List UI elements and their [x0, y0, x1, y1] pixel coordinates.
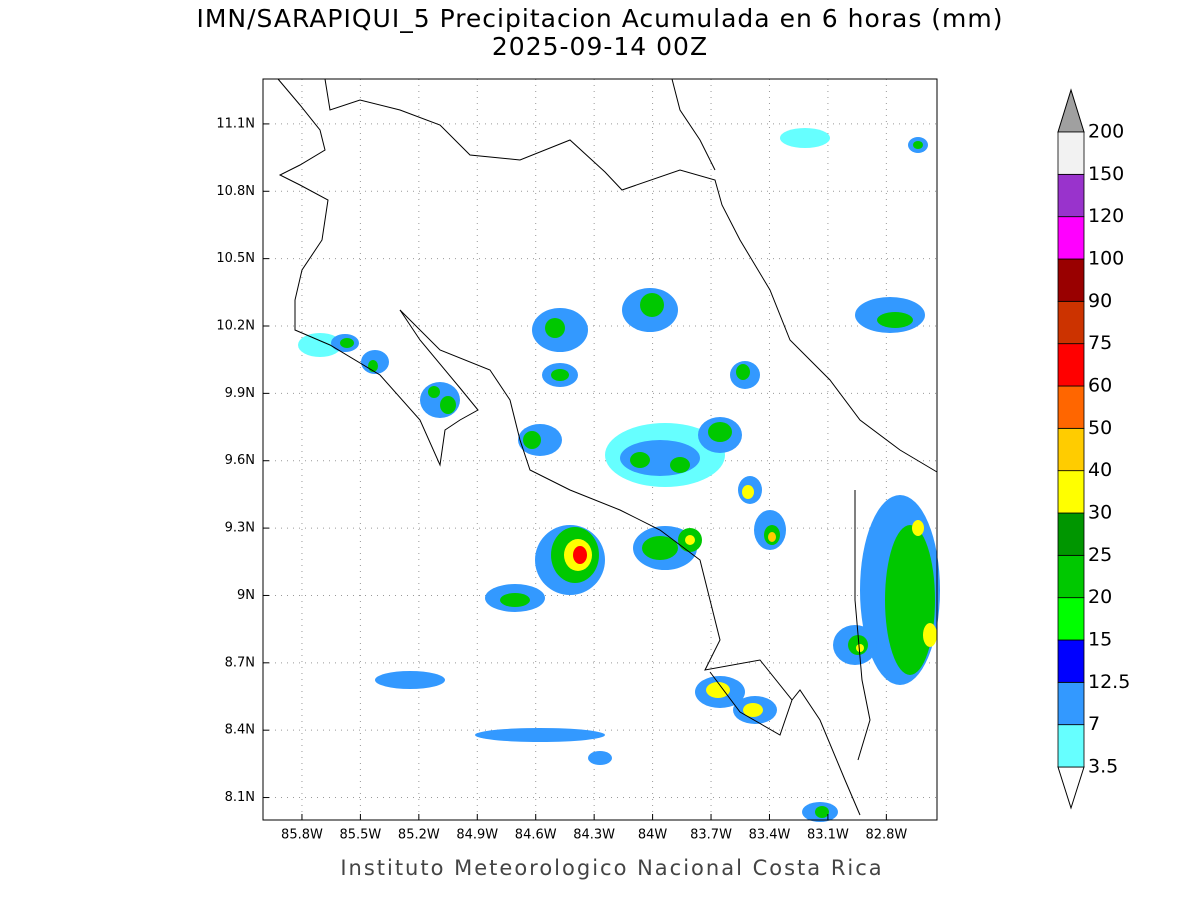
y-tick-label: 9.3N: [225, 521, 255, 536]
colorbar: 3.5 7 12.5 15 20 25 30 40 50 60 75 90 100 120 150 200: [1057, 88, 1130, 810]
colorbar-label: 40: [1088, 459, 1112, 481]
colorbar-label: 30: [1088, 502, 1112, 524]
colorbar-segment: [1057, 724, 1085, 768]
colorbar-segment: [1057, 258, 1085, 302]
y-tick-label: 10.5N: [216, 251, 255, 266]
colorbar-label: 7: [1088, 713, 1100, 735]
colorbar-segment: [1057, 639, 1085, 683]
footer: Instituto Meteorologico Nacional Costa R…: [340, 856, 883, 880]
colorbar-segment: [1057, 681, 1085, 726]
colorbar-label: 75: [1088, 332, 1112, 354]
x-tick-label: 84.3W: [573, 828, 615, 843]
grid: [263, 79, 937, 820]
y-tick-label: 10.8N: [216, 184, 255, 199]
colorbar-segment: [1057, 300, 1085, 345]
coastlines: [277, 78, 938, 816]
colorbar-segment: [1057, 427, 1085, 472]
colorbar-label: 3.5: [1088, 756, 1118, 778]
x-tick-label: 85.5W: [339, 828, 381, 843]
colorbar-segment: [1057, 385, 1085, 429]
title: IMN/SARAPIQUI_5 Precipitacion Acumulada …: [196, 4, 1003, 33]
colorbar-segment: [1057, 512, 1085, 556]
colorbar-label: 150: [1088, 163, 1124, 185]
x-tick-label: 84.9W: [456, 828, 498, 843]
colorbar-segment: [1057, 173, 1085, 218]
x-tick-label: 85.8W: [281, 828, 323, 843]
colorbar-label: 60: [1088, 375, 1112, 397]
colorbar-label: 90: [1088, 290, 1112, 312]
colorbar-segment: [1057, 343, 1085, 387]
colorbar-label: 20: [1088, 586, 1112, 608]
y-tick-label: 8.1N: [225, 790, 255, 805]
y-tick-label: 10.2N: [216, 319, 255, 334]
colorbar-label: 120: [1088, 205, 1124, 227]
colorbar-label: 12.5: [1088, 671, 1130, 693]
colorbar-segment: [1057, 470, 1085, 514]
y-tick-label: 9.9N: [225, 386, 255, 401]
x-tick-label: 83.7W: [690, 828, 732, 843]
x-tick-label: 85.2W: [398, 828, 440, 843]
colorbar-label: 15: [1088, 629, 1112, 651]
plot-area: [263, 79, 937, 820]
colorbar-label: 50: [1088, 417, 1112, 439]
subtitle: 2025-09-14 00Z: [492, 32, 708, 61]
x-tick-label: 83.1W: [807, 828, 849, 843]
y-tick-label: 11.1N: [216, 116, 255, 131]
ticks: 85.8W 85.5W 85.2W 84.9W 84.6W 84.3W 84W 83.7W 83…: [216, 116, 907, 842]
y-tick-label: 8.4N: [225, 723, 255, 738]
y-tick-label: 8.7N: [225, 655, 255, 670]
precip-field: [298, 128, 940, 822]
colorbar-segment: [1057, 216, 1085, 260]
colorbar-label: 200: [1088, 121, 1124, 143]
colorbar-segment: [1057, 131, 1085, 175]
colorbar-under: [1057, 766, 1085, 810]
colorbar-over: [1057, 88, 1085, 133]
x-tick-label: 83.4W: [749, 828, 791, 843]
y-tick-label: 9.6N: [225, 453, 255, 468]
plot-frame: [262, 78, 938, 821]
colorbar-label: 25: [1088, 544, 1112, 566]
colorbar-segment: [1057, 554, 1085, 599]
y-tick-label: 9N: [237, 588, 255, 603]
x-tick-label: 84.6W: [515, 828, 557, 843]
x-tick-label: 84W: [638, 828, 668, 843]
x-tick-label: 82.8W: [865, 828, 907, 843]
colorbar-segment: [1057, 597, 1085, 641]
colorbar-label: 100: [1088, 248, 1124, 270]
